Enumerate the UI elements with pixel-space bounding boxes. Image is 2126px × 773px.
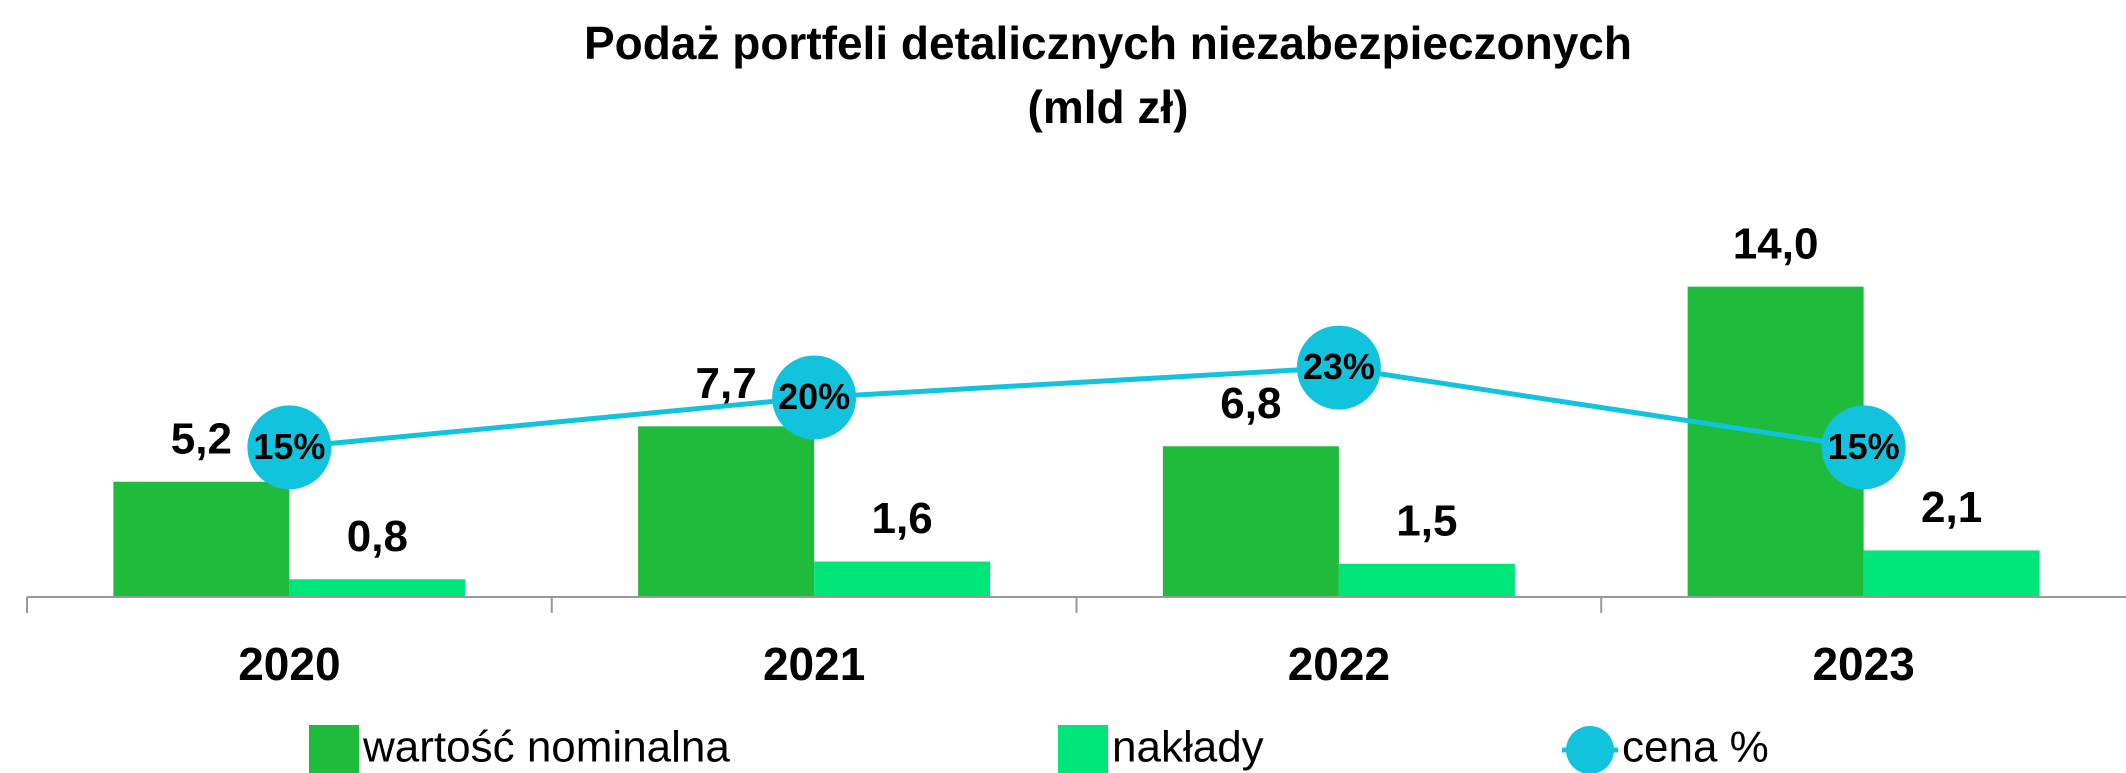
chart-title: Podaż portfeli detalicznych niezabezpiec… [584, 17, 1632, 69]
line-marker [1821, 405, 1906, 490]
data-label: 23% [1303, 346, 1375, 387]
bar [1863, 550, 2040, 597]
data-label: 7,7 [696, 359, 757, 408]
legend-label: nakłady [1112, 723, 1264, 772]
legend-swatch [1058, 725, 1108, 773]
line-marker [247, 405, 332, 490]
legend-label: cena % [1622, 723, 1769, 772]
data-label: 6,8 [1220, 379, 1281, 428]
data-label: 5,2 [171, 414, 232, 463]
legend-label: wartość nominalna [362, 723, 730, 772]
bar [1338, 563, 1515, 597]
data-label: 20% [778, 376, 850, 417]
line-marker [1296, 325, 1381, 410]
data-label: 0,8 [347, 512, 408, 561]
data-label: 1,6 [872, 494, 933, 543]
legend-swatch [309, 725, 359, 773]
line-marker [772, 355, 857, 440]
x-tick-label: 2021 [763, 638, 865, 690]
legend-marker [1566, 726, 1614, 773]
bar [1162, 446, 1339, 597]
bar [289, 579, 466, 597]
bar [638, 426, 815, 597]
chart-subtitle: (mld zł) [1028, 81, 1189, 133]
x-tick-label: 2023 [1812, 638, 1914, 690]
line [289, 365, 1865, 450]
data-label: 2,1 [1921, 483, 1982, 532]
bar [814, 561, 991, 597]
data-label: 15% [1828, 426, 1900, 467]
data-label: 15% [253, 426, 325, 467]
bar [113, 481, 290, 597]
x-tick-label: 2022 [1288, 638, 1390, 690]
x-tick-label: 2020 [238, 638, 340, 690]
data-label: 1,5 [1396, 496, 1457, 545]
data-label: 14,0 [1733, 219, 1819, 268]
